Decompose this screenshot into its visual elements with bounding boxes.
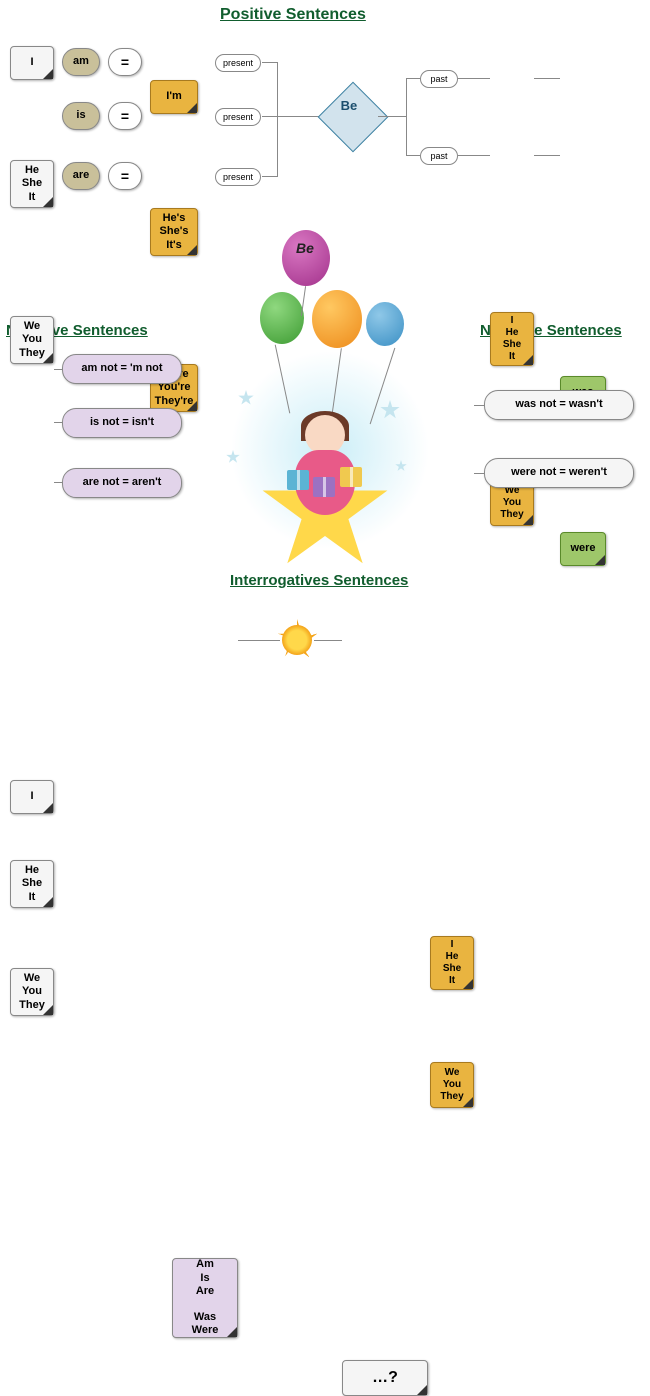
tense-label: past <box>420 147 458 165</box>
contr-box: I'm <box>150 80 198 114</box>
tense-label: present <box>215 168 261 186</box>
verb-pill: are <box>62 162 100 190</box>
girl-illustration: Be <box>220 320 420 580</box>
tense-label: present <box>215 108 261 126</box>
subj-box: I He She It <box>430 936 474 990</box>
interrogative-verbs: Am Is Are Was Were <box>172 1258 238 1338</box>
eq-pill: = <box>108 48 142 76</box>
subj-box: We You They <box>10 968 54 1016</box>
neg-pill: is not = isn't <box>62 408 182 438</box>
subj-box: He She It <box>10 160 54 208</box>
balloon-orange-icon <box>312 290 362 348</box>
verb-pill: is <box>62 102 100 130</box>
neg-pill: were not = weren't <box>484 458 634 488</box>
subj-box: He She It <box>10 860 54 908</box>
verb-past: were <box>560 532 606 566</box>
tense-label: past <box>420 70 458 88</box>
subj-box-past: I He She It <box>490 312 534 366</box>
verb-pill: am <box>62 48 100 76</box>
balloon-text: Be <box>296 240 314 256</box>
balloon-blue-icon <box>366 302 404 346</box>
subj-box: We You They <box>430 1062 474 1108</box>
be-diamond: Be <box>318 82 389 153</box>
neg-pill: are not = aren't <box>62 468 182 498</box>
eq-pill: = <box>108 162 142 190</box>
subj-box: I <box>10 46 54 80</box>
subj-box: We You They <box>10 316 54 364</box>
subj-box: I <box>10 780 54 814</box>
girl-icon <box>285 415 365 535</box>
contr-box: He's She's It's <box>150 208 198 256</box>
eq-pill: = <box>108 102 142 130</box>
neg-pill: was not = wasn't <box>484 390 634 420</box>
interrogative-q: …? <box>342 1360 428 1396</box>
balloon-green-icon <box>260 292 304 344</box>
neg-pill: am not = 'm not <box>62 354 182 384</box>
heading-positive: Positive Sentences <box>220 6 366 24</box>
tense-label: present <box>215 54 261 72</box>
interrogative-section: Am Is Are Was Were …? <box>0 658 650 774</box>
balloon-pink-icon <box>282 230 330 286</box>
sun-icon <box>282 625 312 655</box>
